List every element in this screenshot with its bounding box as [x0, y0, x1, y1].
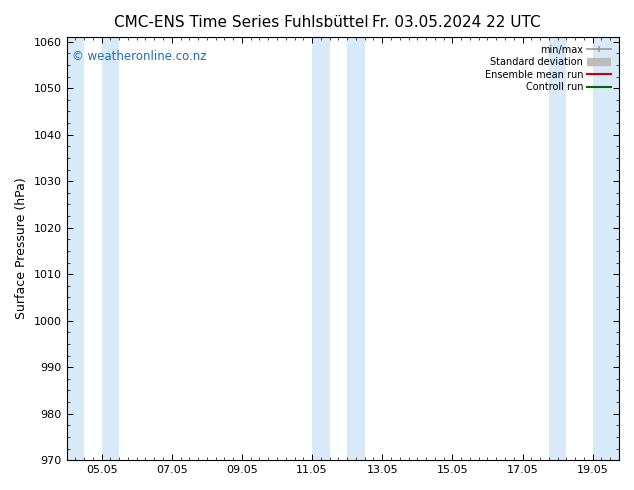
- Bar: [593, 37, 619, 460]
- Bar: [549, 37, 566, 460]
- Text: Fr. 03.05.2024 22 UTC: Fr. 03.05.2024 22 UTC: [372, 15, 541, 30]
- Text: CMC-ENS Time Series Fuhlsbüttel: CMC-ENS Time Series Fuhlsbüttel: [113, 15, 368, 30]
- Text: © weatheronline.co.nz: © weatheronline.co.nz: [72, 50, 207, 63]
- Bar: [101, 37, 119, 460]
- Legend: min/max, Standard deviation, Ensemble mean run, Controll run: min/max, Standard deviation, Ensemble me…: [482, 42, 614, 95]
- Bar: [67, 37, 84, 460]
- Bar: [312, 37, 330, 460]
- Bar: [347, 37, 365, 460]
- Y-axis label: Surface Pressure (hPa): Surface Pressure (hPa): [15, 178, 28, 319]
